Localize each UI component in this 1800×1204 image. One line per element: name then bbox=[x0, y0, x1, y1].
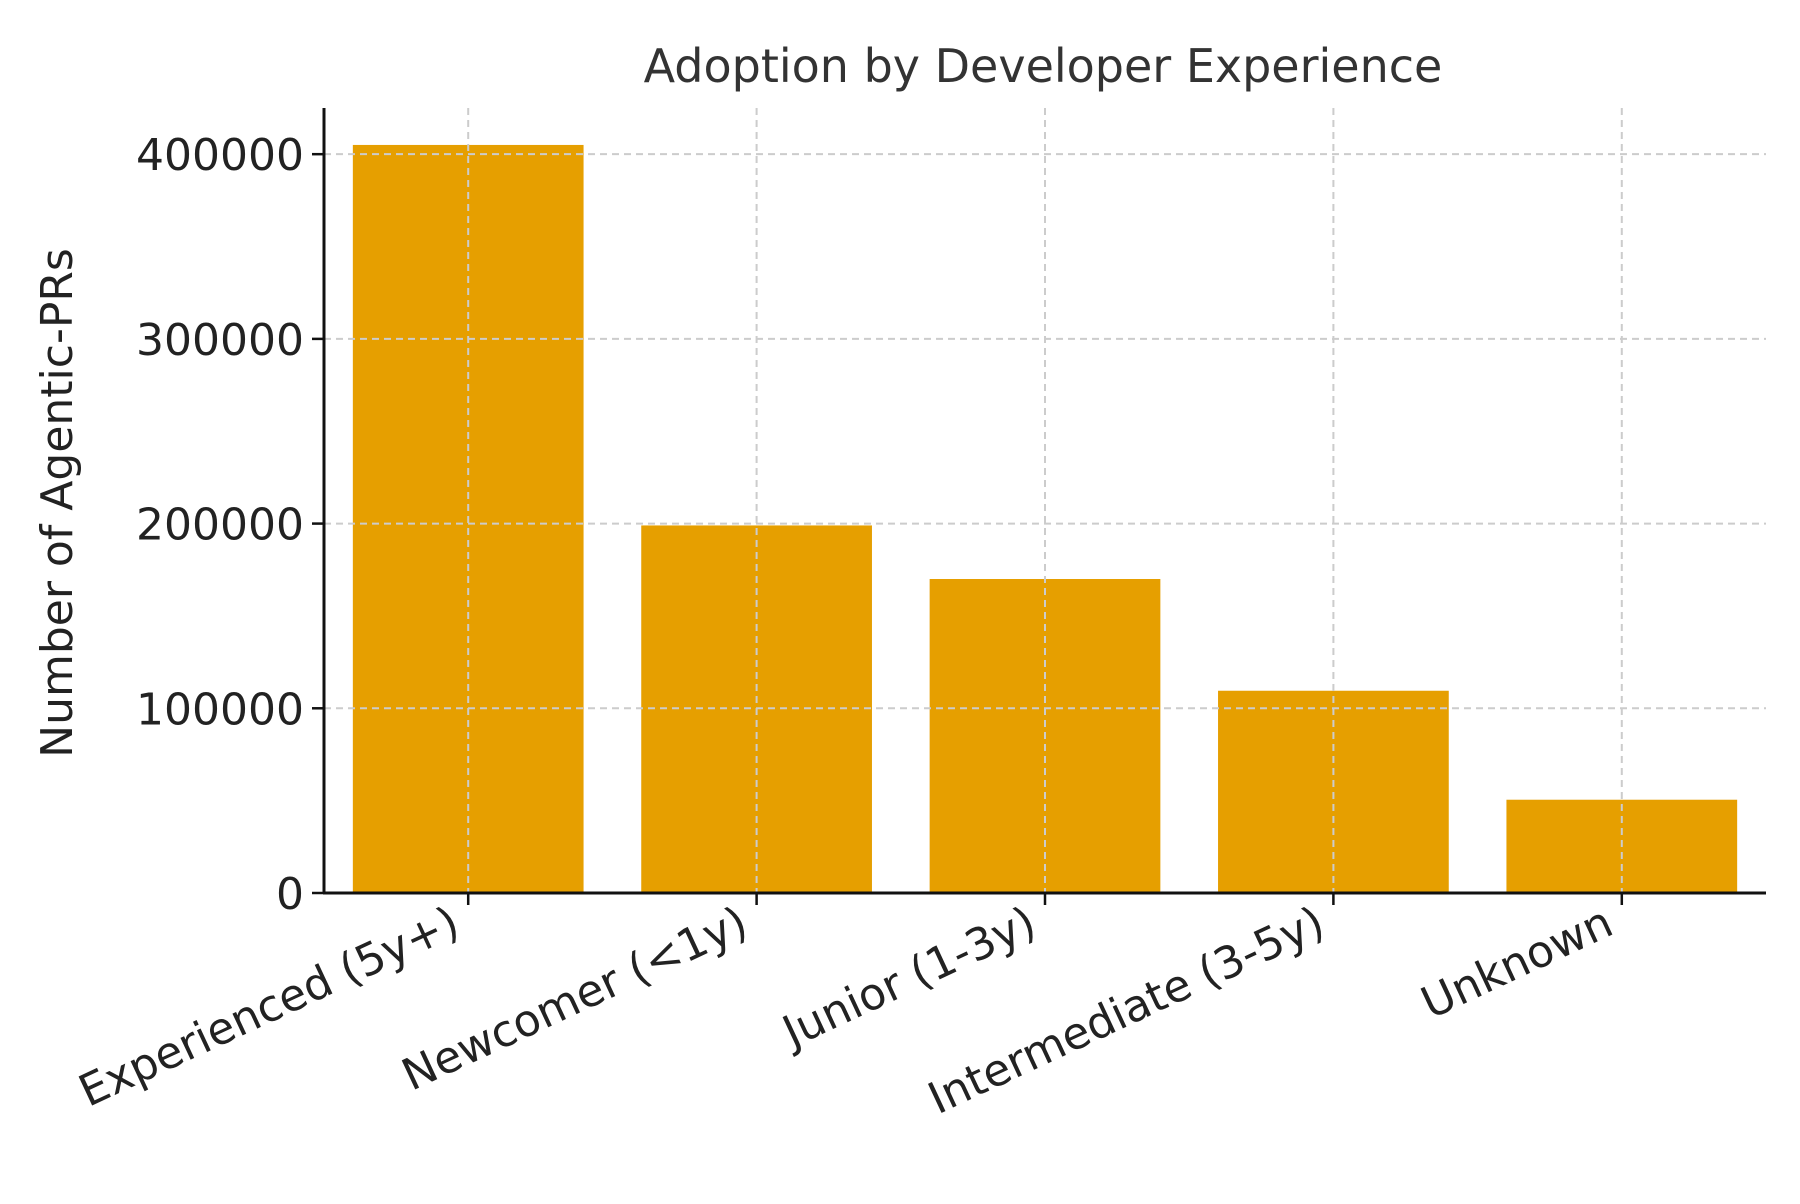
axes bbox=[312, 108, 1766, 905]
x-tick-label-2: Junior (1-3y) bbox=[773, 897, 1044, 1060]
y-tick-label-4: 400000 bbox=[136, 130, 304, 181]
chart-title: Adoption by Developer Experience bbox=[644, 39, 1443, 93]
y-tick-label-1: 100000 bbox=[136, 684, 304, 735]
y-tick-label-2: 200000 bbox=[136, 500, 304, 551]
x-tick-label-4: Unknown bbox=[1414, 897, 1621, 1030]
y-tick-label-3: 300000 bbox=[136, 315, 304, 366]
y-axis-label: Number of Agentic-PRs bbox=[32, 248, 83, 758]
grid-lines bbox=[324, 108, 1766, 893]
y-tick-label-0: 0 bbox=[276, 869, 304, 920]
